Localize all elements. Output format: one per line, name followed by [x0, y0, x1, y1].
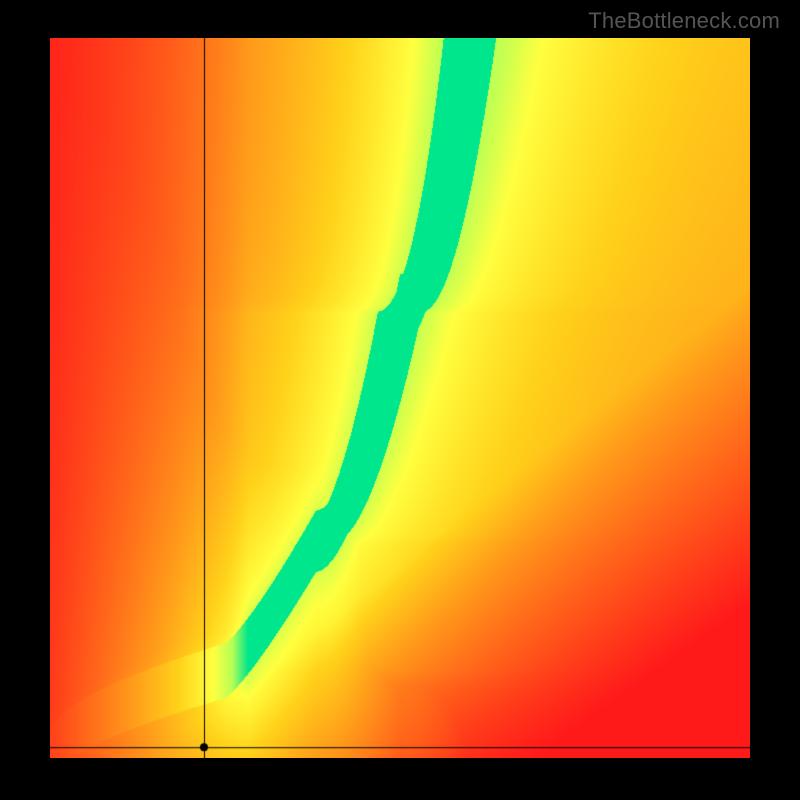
watermark-text: TheBottleneck.com	[588, 8, 780, 34]
bottleneck-heatmap	[50, 38, 750, 758]
chart-container: TheBottleneck.com	[0, 0, 800, 800]
